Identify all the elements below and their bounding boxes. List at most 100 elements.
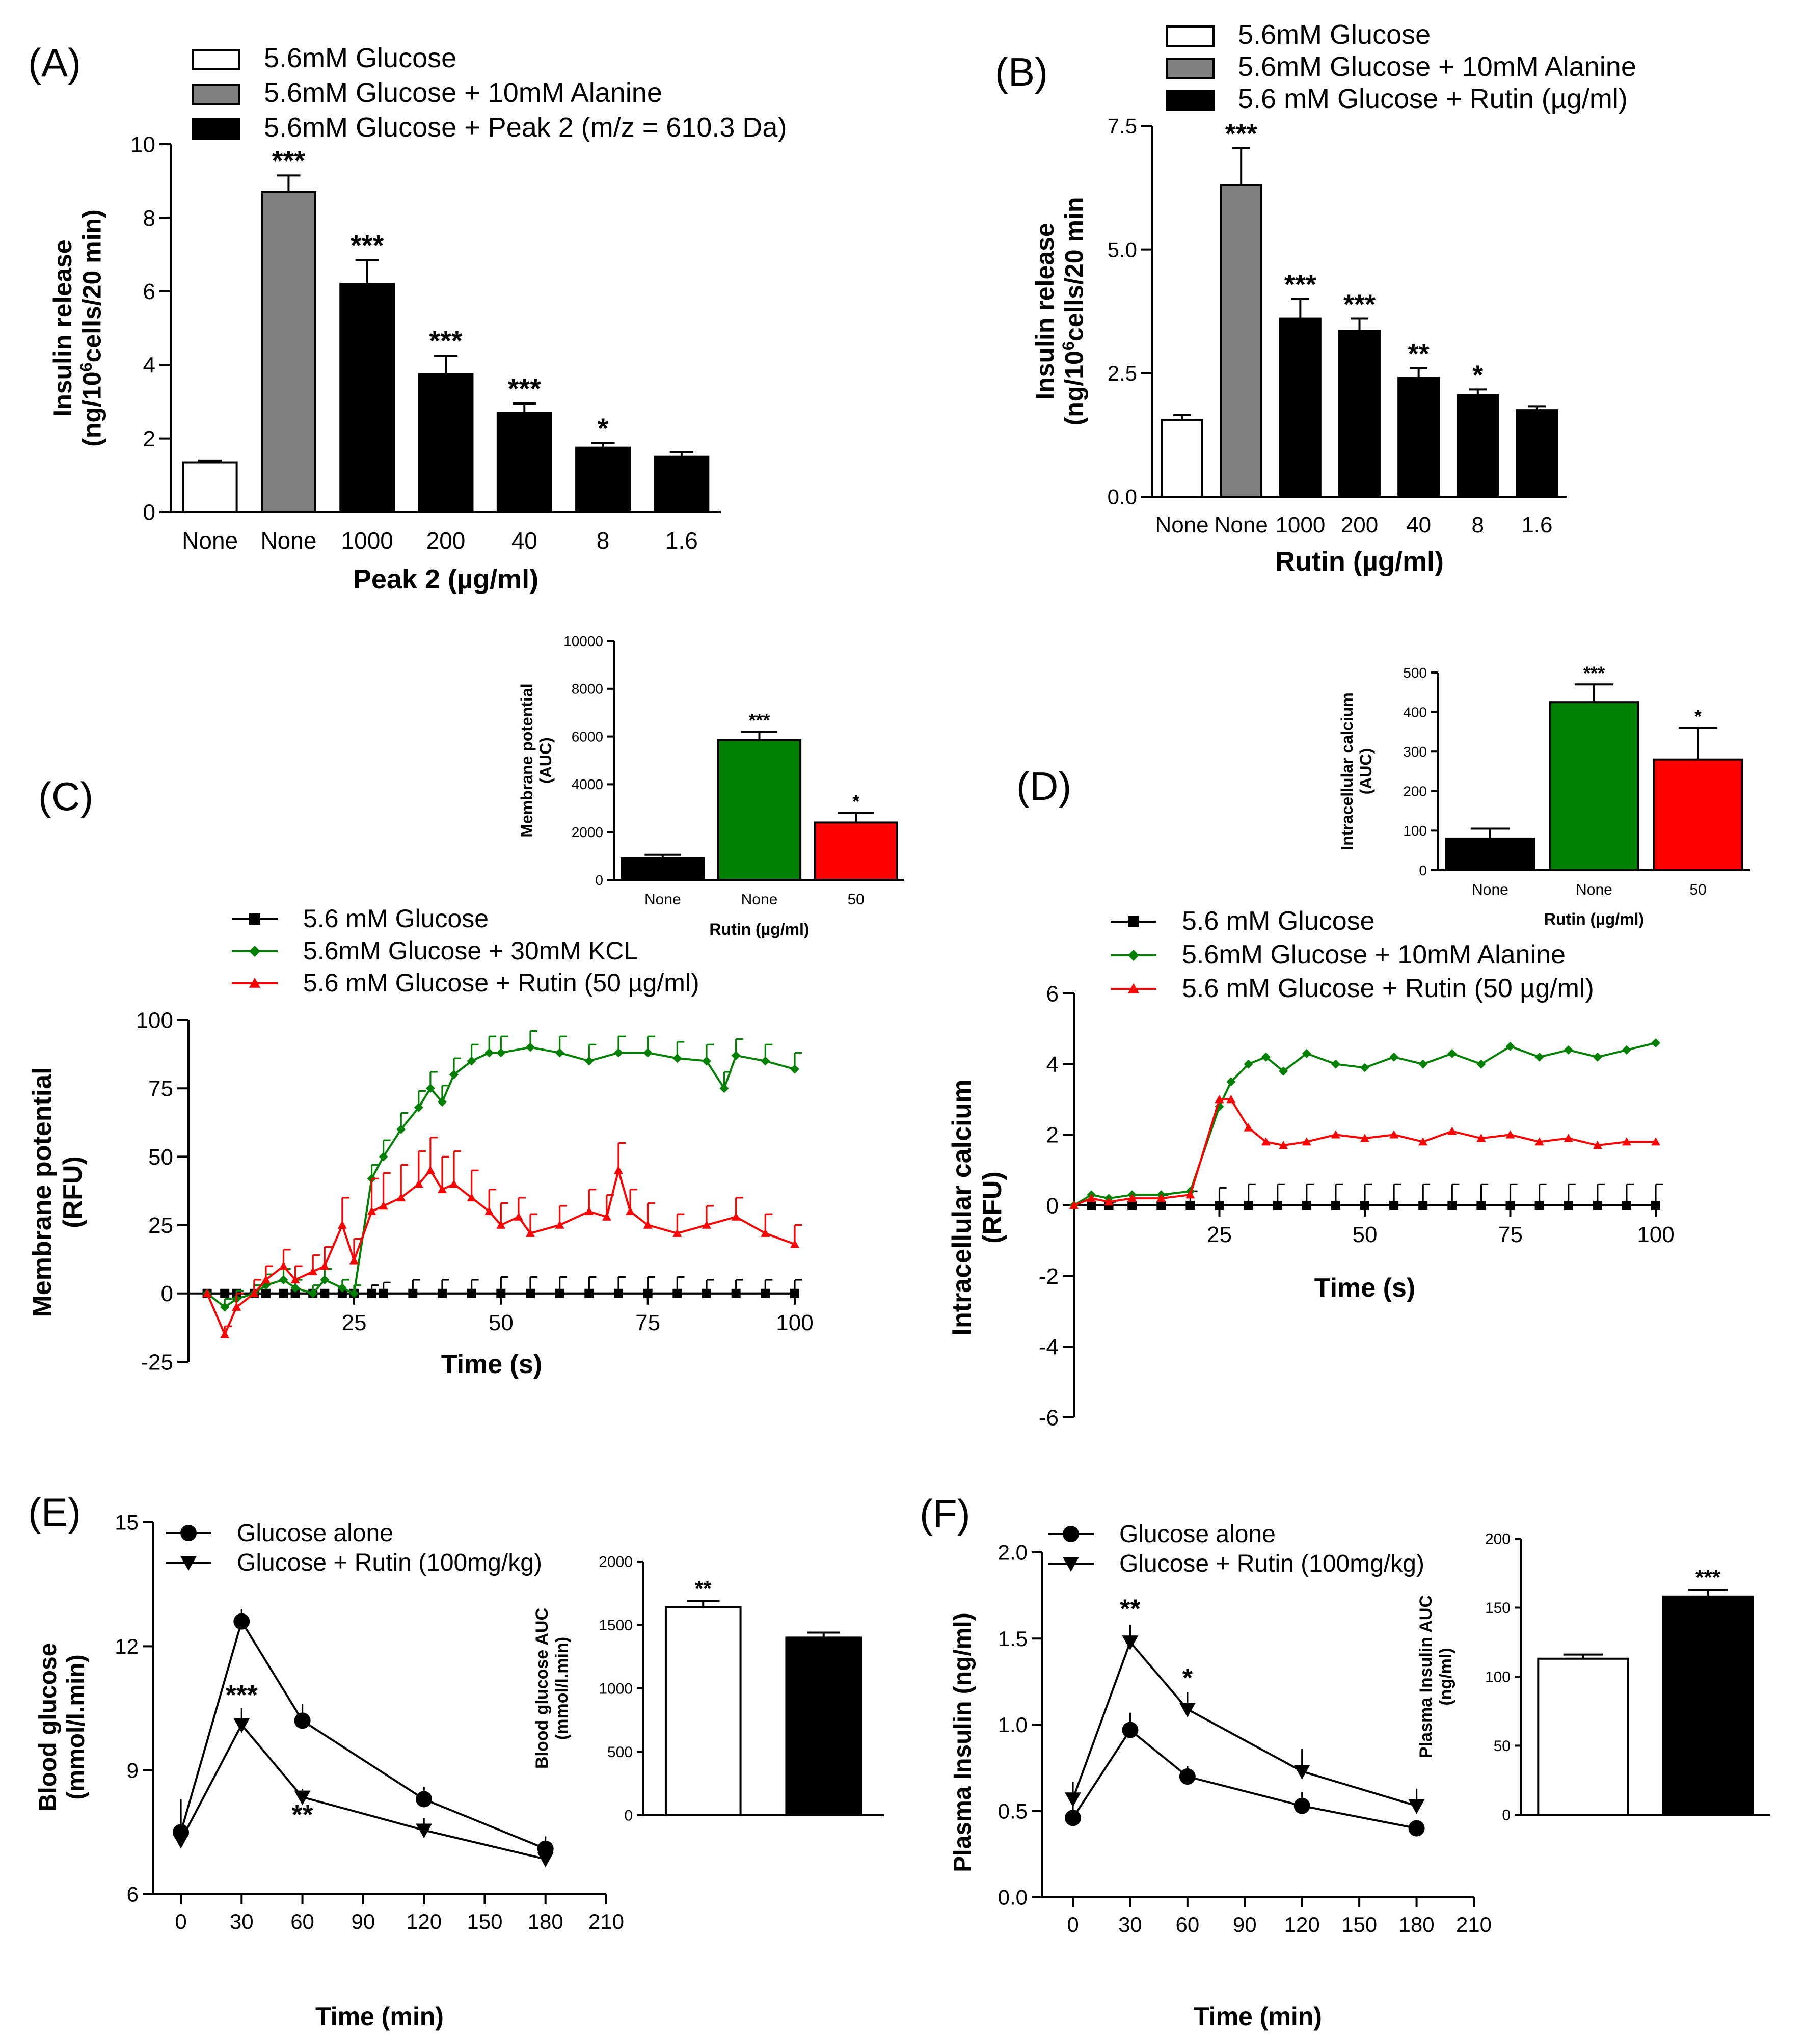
y-axis-title: Insulin release(ng/106cells/20 min — [1031, 197, 1089, 426]
data-point — [514, 1212, 523, 1221]
x-tick-label: 50 — [1353, 1222, 1378, 1247]
y-tick-label: -25 — [141, 1350, 173, 1375]
data-point — [1331, 1059, 1340, 1069]
data-point — [719, 1084, 729, 1093]
series-line — [1073, 1042, 1656, 1206]
bar — [814, 821, 898, 881]
bar — [1338, 330, 1381, 498]
data-point — [1331, 1201, 1340, 1210]
legend-label: Glucose + Rutin (100mg/kg) — [1119, 1550, 1424, 1577]
legend-label: 5.6 mM Glucose — [303, 904, 489, 933]
significance-label: *** — [508, 372, 542, 405]
data-point — [249, 1288, 259, 1297]
data-point — [1226, 1077, 1236, 1087]
data-point — [1360, 1063, 1369, 1072]
bar — [496, 412, 552, 513]
panel-label: (B) — [995, 49, 1048, 94]
x-tick-label: 100 — [1637, 1222, 1674, 1247]
data-point — [525, 1288, 535, 1298]
bar — [1445, 837, 1535, 872]
bar — [339, 283, 395, 513]
x-tick-label: 50 — [1689, 881, 1706, 898]
x-tick-label: 50 — [847, 891, 864, 908]
x-tick-label: 180 — [1399, 1913, 1435, 1937]
data-point — [1215, 1095, 1224, 1104]
bar — [1161, 419, 1203, 498]
y-tick-label: 15 — [115, 1511, 139, 1535]
x-tick-label: 120 — [1284, 1913, 1320, 1937]
legend-label: 5.6 mM Glucose + Rutin (µg/ml) — [1238, 84, 1628, 114]
data-point — [1122, 1635, 1139, 1651]
bar — [1653, 758, 1743, 871]
data-point — [1389, 1052, 1399, 1062]
y-tick-label: 1000 — [599, 1681, 633, 1698]
legend-marker — [1128, 916, 1139, 927]
panel-label: (F) — [920, 1491, 971, 1536]
y-axis-title: Plasma Insulin (ng/ml) — [949, 1612, 976, 1872]
legend-label: 5.6mM Glucose + Peak 2 (m/z = 610.3 Da) — [264, 112, 787, 143]
data-point — [613, 1166, 623, 1174]
y-axis-title-line2: (mmol/l.min) — [552, 1637, 572, 1740]
y-tick-label: 1500 — [599, 1617, 633, 1634]
y-tick-label: 25 — [148, 1213, 173, 1238]
x-axis-title: Peak 2 (µg/ml) — [353, 564, 538, 595]
x-tick-label: 30 — [1118, 1913, 1142, 1937]
data-point — [173, 1834, 189, 1849]
data-point — [484, 1206, 494, 1215]
data-point — [425, 1166, 435, 1174]
data-point — [416, 1823, 433, 1839]
data-point — [1418, 1201, 1428, 1210]
y-axis-title-line1: Blood glucose AUC — [532, 1608, 552, 1769]
y-tick-label: 0 — [143, 500, 155, 525]
data-point — [337, 1283, 347, 1293]
y-tick-label: -4 — [1039, 1335, 1059, 1360]
data-point — [1447, 1126, 1457, 1135]
x-axis-title: Time (s) — [441, 1350, 542, 1379]
y-tick-label: 4000 — [572, 776, 603, 792]
data-point — [1302, 1048, 1311, 1058]
significance-label: * — [1182, 1663, 1193, 1693]
bar — [1457, 394, 1499, 498]
x-tick-label: 1000 — [1275, 513, 1325, 537]
data-point — [1122, 1722, 1139, 1738]
y-tick-label: 8 — [143, 206, 155, 231]
x-axis-title: Time (min) — [315, 2002, 444, 2031]
significance-label: *** — [748, 710, 770, 731]
y-tick-label: 150 — [1485, 1600, 1511, 1617]
y-tick-label: 0.0 — [998, 1886, 1028, 1909]
data-point — [279, 1275, 288, 1284]
data-point — [220, 1302, 230, 1312]
x-tick-label: 1.6 — [1521, 513, 1552, 537]
x-tick-label: 75 — [1498, 1222, 1523, 1247]
x-tick-label: 30 — [230, 1909, 254, 1933]
legend-label: 5.6 mM Glucose — [1182, 906, 1375, 936]
y-tick-label: 8000 — [572, 681, 603, 697]
legend-label: Glucose + Rutin (100mg/kg) — [237, 1549, 542, 1576]
x-tick-label: 1000 — [341, 527, 393, 554]
panel-d: -6 -4 -2 0 2 4 6 25 50 75 100 5.6 mM Glucose 5.6mM G… — [947, 764, 1675, 1430]
x-tick-label: 0 — [175, 1909, 186, 1933]
significance-label: *** — [1225, 119, 1257, 149]
data-point — [1622, 1045, 1631, 1055]
x-tick-label: None — [260, 527, 316, 554]
y-tick-label: 1.0 — [998, 1713, 1028, 1737]
x-tick-label: 8 — [597, 527, 610, 554]
x-tick-label: 50 — [489, 1310, 514, 1335]
data-point — [1065, 1792, 1081, 1808]
data-point — [396, 1124, 406, 1134]
data-point — [367, 1206, 376, 1215]
y-axis-title-line1: Membrane potential — [28, 1067, 57, 1317]
data-point — [537, 1852, 554, 1868]
y-axis-title-line1: Intracellular calcium — [947, 1080, 977, 1336]
data-point — [414, 1179, 423, 1188]
bar — [1220, 184, 1262, 498]
data-point — [308, 1267, 318, 1276]
data-point — [1447, 1201, 1457, 1210]
data-point — [396, 1193, 406, 1202]
y-tick-label: 75 — [148, 1077, 173, 1101]
y-tick-label: -2 — [1039, 1264, 1059, 1289]
significance-label: *** — [226, 1680, 258, 1710]
y-tick-label: 0 — [624, 1808, 633, 1824]
y-axis-title-line2-end: cells/20 min — [1060, 197, 1089, 342]
